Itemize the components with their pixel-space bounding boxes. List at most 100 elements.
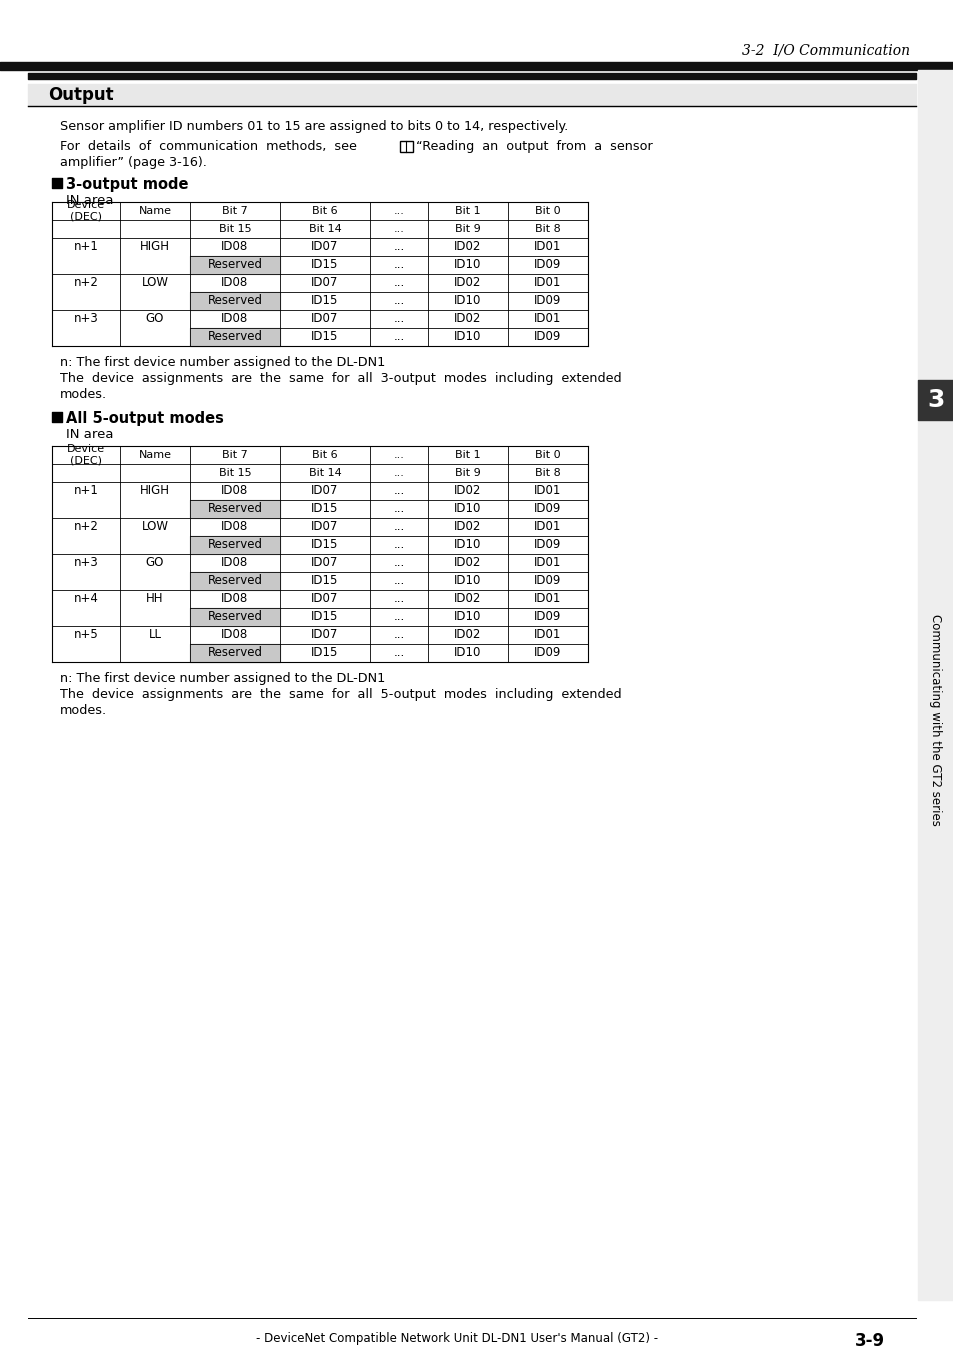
Text: Bit 6: Bit 6 [312,206,337,216]
Text: Output: Output [48,87,113,104]
Text: GO: GO [146,557,164,569]
Text: 3-output mode: 3-output mode [66,177,189,192]
Text: ID07: ID07 [311,629,338,641]
Text: ID15: ID15 [311,575,338,588]
Text: ...: ... [393,646,404,660]
Text: ID02: ID02 [454,592,481,606]
Text: Bit 8: Bit 8 [535,224,560,234]
Text: ID08: ID08 [221,484,249,498]
Text: n+5: n+5 [73,629,98,641]
Text: ID02: ID02 [454,312,481,326]
Text: ID02: ID02 [454,484,481,498]
Text: ID08: ID08 [221,312,249,326]
Text: Reserved: Reserved [208,575,262,588]
Text: - DeviceNet Compatible Network Unit DL-DN1 User's Manual (GT2) -: - DeviceNet Compatible Network Unit DL-D… [255,1332,658,1345]
Text: ...: ... [393,295,404,307]
Text: ID07: ID07 [311,592,338,606]
Text: ID02: ID02 [454,241,481,254]
Text: ID02: ID02 [454,629,481,641]
Text: Reserved: Reserved [208,503,262,515]
Text: Name: Name [138,450,172,460]
Text: ID10: ID10 [454,330,481,343]
Text: ...: ... [393,312,404,326]
Text: Reserved: Reserved [208,295,262,307]
Text: Reserved: Reserved [208,330,262,343]
Text: amplifier” (page 3-16).: amplifier” (page 3-16). [60,155,207,169]
Text: Reserved: Reserved [208,646,262,660]
Text: ...: ... [393,629,404,641]
Text: Bit 9: Bit 9 [455,468,480,479]
Text: 3-9: 3-9 [854,1332,884,1351]
Text: ID09: ID09 [534,295,561,307]
Text: ...: ... [393,330,404,343]
Text: ID08: ID08 [221,277,249,289]
Text: ID02: ID02 [454,521,481,534]
Text: 3-2  I/O Communication: 3-2 I/O Communication [741,43,909,57]
Text: Bit 14: Bit 14 [309,224,341,234]
Text: Bit 8: Bit 8 [535,468,560,479]
Text: Bit 14: Bit 14 [309,468,341,479]
Text: ID09: ID09 [534,646,561,660]
Text: n: The first device number assigned to the DL-DN1: n: The first device number assigned to t… [60,356,385,369]
Text: Name: Name [138,206,172,216]
Text: ID09: ID09 [534,258,561,272]
Text: ...: ... [393,484,404,498]
Text: ID10: ID10 [454,538,481,552]
Text: ID01: ID01 [534,277,561,289]
Text: ID09: ID09 [534,538,561,552]
Text: ID01: ID01 [534,241,561,254]
Bar [399,141,413,151]
Text: n+2: n+2 [73,277,98,289]
Text: Bit 0: Bit 0 [535,450,560,460]
Text: ID07: ID07 [311,484,338,498]
Text: ...: ... [393,611,404,623]
Text: The  device  assignments  are  the  same  for  all  3-output  modes  including  : The device assignments are the same for … [60,372,621,385]
Text: ...: ... [393,258,404,272]
Text: ...: ... [393,575,404,588]
Text: n+3: n+3 [73,557,98,569]
Text: ID02: ID02 [454,557,481,569]
Text: ID07: ID07 [311,557,338,569]
Text: n+3: n+3 [73,312,98,326]
Text: ID09: ID09 [534,503,561,515]
Text: ID08: ID08 [221,629,249,641]
Text: Communicating with the GT2 series: Communicating with the GT2 series [928,614,942,826]
Text: ID10: ID10 [454,611,481,623]
Text: ID07: ID07 [311,277,338,289]
Text: ...: ... [393,241,404,254]
Text: Reserved: Reserved [208,258,262,272]
Text: ID08: ID08 [221,557,249,569]
Text: Bit 7: Bit 7 [222,450,248,460]
Text: ...: ... [394,206,404,216]
Text: Bit 0: Bit 0 [535,206,560,216]
Text: All 5-output modes: All 5-output modes [66,411,224,426]
Text: Device
(DEC): Device (DEC) [67,200,105,222]
Text: HIGH: HIGH [140,241,170,254]
Text: HIGH: HIGH [140,484,170,498]
Text: Bit 7: Bit 7 [222,206,248,216]
Text: ...: ... [394,224,404,234]
Text: ...: ... [393,521,404,534]
Text: ...: ... [393,557,404,569]
Text: ID10: ID10 [454,503,481,515]
Text: ID01: ID01 [534,592,561,606]
Text: modes.: modes. [60,704,107,717]
Text: ...: ... [393,538,404,552]
Text: Device
(DEC): Device (DEC) [67,445,105,466]
Text: ID08: ID08 [221,241,249,254]
Text: ID15: ID15 [311,611,338,623]
Text: Bit 15: Bit 15 [218,468,251,479]
Text: ID10: ID10 [454,646,481,660]
Text: ID09: ID09 [534,575,561,588]
Text: Sensor amplifier ID numbers 01 to 15 are assigned to bits 0 to 14, respectively.: Sensor amplifier ID numbers 01 to 15 are… [60,120,568,132]
Text: ID09: ID09 [534,330,561,343]
Text: The  device  assignments  are  the  same  for  all  5-output  modes  including  : The device assignments are the same for … [60,688,621,700]
Text: ID15: ID15 [311,503,338,515]
Text: n+4: n+4 [73,592,98,606]
Text: IN area: IN area [66,429,113,441]
Text: ID15: ID15 [311,258,338,272]
Text: ID01: ID01 [534,629,561,641]
Text: n+1: n+1 [73,241,98,254]
Text: ID08: ID08 [221,521,249,534]
Text: LOW: LOW [141,521,169,534]
